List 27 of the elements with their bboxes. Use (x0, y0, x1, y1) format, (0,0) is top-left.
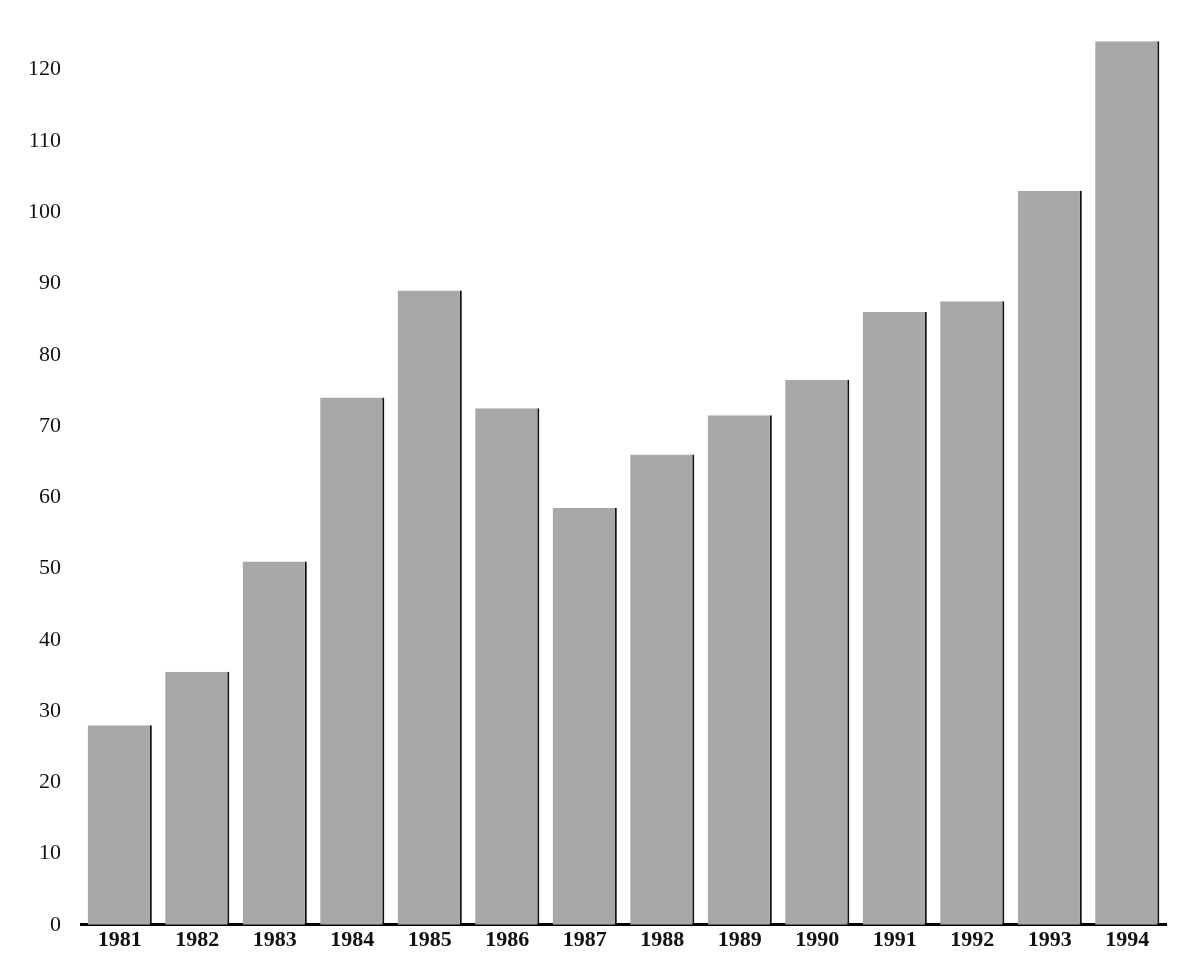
y-tick-label: 30 (39, 696, 61, 722)
x-tick-label: 1982 (175, 925, 220, 951)
y-tick-label: 90 (39, 269, 61, 295)
y-tick-label: 10 (39, 839, 61, 865)
x-tick-label: 1989 (717, 925, 762, 951)
x-tick-label: 1985 (407, 925, 452, 951)
x-tick-label: 1991 (872, 925, 917, 951)
y-tick-label: 20 (39, 768, 61, 794)
x-tick-label: 1990 (795, 925, 840, 951)
y-tick-label: 110 (28, 126, 61, 152)
x-tick-label: 1981 (97, 925, 142, 951)
y-tick-label: 40 (39, 625, 61, 651)
x-tick-label: 1986 (485, 925, 530, 951)
x-tick-label: 1993 (1027, 925, 1072, 951)
y-tick-label: 50 (39, 554, 61, 580)
y-tick-label: 100 (28, 198, 61, 223)
x-tick-label: 1984 (330, 925, 375, 951)
x-tick-label: 1983 (252, 925, 297, 951)
x-tick-label: 1994 (1105, 925, 1150, 951)
x-tick-label: 1992 (950, 925, 995, 951)
y-tick-label: 70 (39, 411, 61, 437)
y-tick-label: 120 (28, 55, 61, 81)
y-tick-label: 80 (39, 340, 61, 366)
y-tick-label: 60 (39, 483, 61, 509)
x-tick-label: 1987 (562, 925, 607, 951)
y-tick-label: 0 (50, 910, 61, 936)
x-tick-label: 1988 (640, 925, 685, 951)
